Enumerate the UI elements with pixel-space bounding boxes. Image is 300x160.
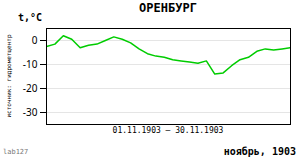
svg-text:-30: -30 bbox=[23, 105, 38, 119]
svg-text:-20: -20 bbox=[23, 81, 38, 95]
html-text:t,°C: t,°C bbox=[18, 12, 43, 23]
html-text:источник: гидрометцентр: источник: гидрометцентр bbox=[5, 34, 12, 118]
html-text:ОРЕНБУРГ: ОРЕНБУРГ bbox=[139, 1, 197, 15]
html-text:ноябрь, 1903: ноябрь, 1903 bbox=[223, 146, 296, 157]
html-text:01.11.1903 – 30.11.1903: 01.11.1903 – 30.11.1903 bbox=[112, 126, 224, 135]
svg-text:0: 0 bbox=[32, 33, 38, 47]
html-text:lab127: lab127 bbox=[3, 148, 29, 156]
svg-text:-10: -10 bbox=[23, 57, 38, 71]
